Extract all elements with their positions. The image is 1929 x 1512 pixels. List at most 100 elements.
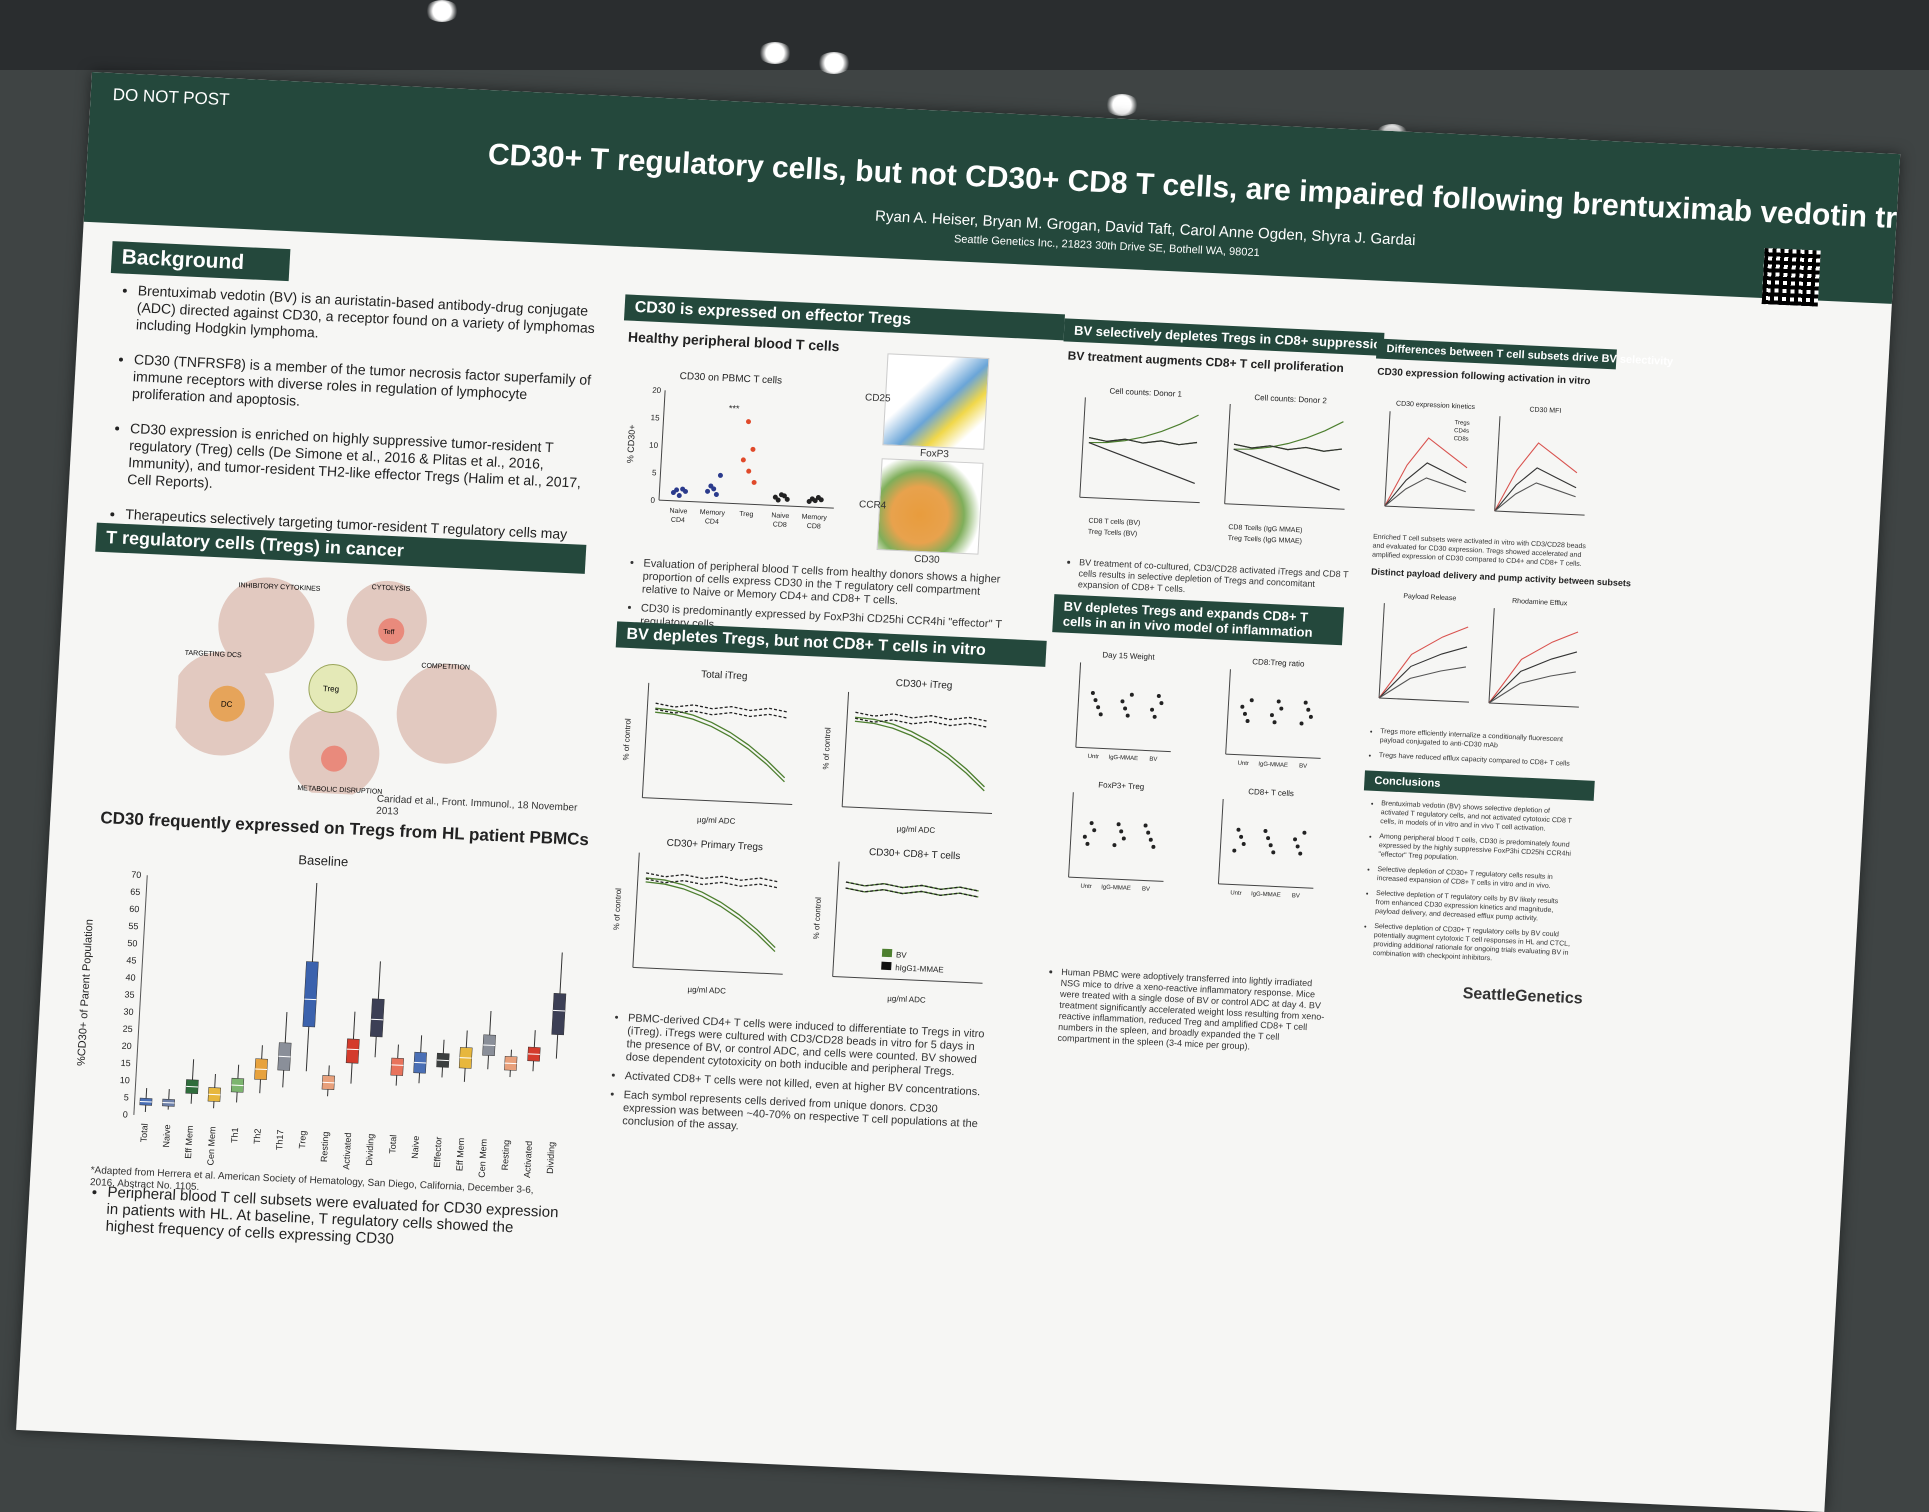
dot-plot-point bbox=[705, 488, 711, 494]
flow-plot-ccr4-cd30 bbox=[876, 458, 984, 555]
invivo-point bbox=[1112, 843, 1117, 848]
line-plot-xlabel: µg/ml ADC bbox=[887, 994, 926, 1005]
line-plot-axis bbox=[832, 861, 840, 977]
y-tick-label: 65 bbox=[130, 887, 141, 897]
invivo-point bbox=[1159, 701, 1164, 706]
invivo-point bbox=[1306, 707, 1311, 712]
invivo-plot-axis bbox=[1068, 792, 1074, 878]
payload-plot-title: Rhodamine Efflux bbox=[1512, 598, 1568, 608]
payload-plot-series bbox=[1378, 646, 1468, 699]
supp-plot-axis bbox=[1224, 403, 1231, 504]
conclusions-heading: Conclusions bbox=[1363, 770, 1595, 801]
y-tick-label: 0 bbox=[123, 1109, 129, 1119]
flow-label: FoxP3 bbox=[919, 447, 950, 461]
dot-plot-xtick: CD8 bbox=[773, 521, 787, 529]
box-median bbox=[186, 1085, 199, 1088]
x-tick-label: Dividing bbox=[545, 1142, 557, 1174]
invivo-point bbox=[1242, 711, 1247, 716]
diagram-label: Treg bbox=[323, 684, 340, 694]
box-median bbox=[162, 1101, 175, 1104]
ceiling bbox=[0, 0, 1929, 70]
suppression-line-plots: Cell counts: Donor 1 Cell counts: Donor 2… bbox=[1079, 386, 1345, 545]
payload-plot-series bbox=[1488, 671, 1576, 704]
x-tick-label: Cen Mem bbox=[205, 1126, 217, 1165]
flow-label: CD25 bbox=[864, 392, 891, 405]
payload-efflux-plots: Payload Release Rhodamine Efflux bbox=[1378, 593, 1579, 708]
line-plot-axis bbox=[832, 975, 983, 984]
payload-plot-series bbox=[1378, 626, 1469, 699]
invivo-plot-title: CD8:Treg ratio bbox=[1252, 657, 1305, 668]
dot-plot-point bbox=[812, 498, 818, 504]
invivo-xtick: BV bbox=[1292, 893, 1300, 899]
y-tick-label: 50 bbox=[127, 938, 138, 948]
background-bullet: CD30 (TNFRSF8) is a member of the tumor … bbox=[132, 351, 596, 423]
dot-plot-point bbox=[784, 496, 790, 502]
box-median bbox=[391, 1064, 404, 1066]
dot-plot-xtick: Naive bbox=[669, 508, 687, 516]
box-median bbox=[278, 1055, 291, 1058]
line-plot-series bbox=[646, 872, 779, 883]
y-tick-label: 60 bbox=[129, 904, 140, 914]
diagram-label: Teff bbox=[383, 629, 395, 636]
dot-plot-point bbox=[751, 479, 757, 485]
x-tick-label: Eff Mem bbox=[454, 1138, 466, 1172]
x-tick-label: Activated bbox=[341, 1132, 353, 1169]
invivo-point bbox=[1266, 836, 1271, 841]
dot-plot-xtick: Treg bbox=[739, 511, 754, 519]
diff-plot-series bbox=[1494, 442, 1578, 512]
tregs-cancer-diagram: INHIBITORY CYTOKINES CYTOLYSIS TARGETING… bbox=[172, 577, 497, 799]
invivo-xtick: IgG-MMAE bbox=[1251, 891, 1281, 898]
invivo-point bbox=[1129, 692, 1134, 697]
box-median bbox=[527, 1053, 540, 1055]
diagram-label: TARGETING DCS bbox=[185, 650, 243, 660]
seattle-genetics-logo: SeattleGenetics bbox=[1462, 985, 1584, 1008]
box-median bbox=[414, 1061, 427, 1064]
conclusion-bullet: Selective depletion of CD30+ T regulator… bbox=[1377, 865, 1575, 892]
invivo-plot-title: CD8+ T cells bbox=[1248, 787, 1294, 798]
flow-plot-cd25-foxp3 bbox=[882, 353, 990, 450]
box-median bbox=[255, 1068, 268, 1070]
dot-plot-point bbox=[717, 472, 723, 478]
suppression-bullet-text: BV treatment of co-cultured, CD3/CD28 ac… bbox=[1078, 557, 1352, 602]
diff-legend-label: Tregs bbox=[1454, 420, 1469, 427]
conclusion-bullet: Selective depletion of T regulatory cell… bbox=[1375, 889, 1573, 925]
invivo-point bbox=[1125, 713, 1130, 718]
hl-box-chart: Baseline %CD30+ of Parent Population 0 5 10 1… bbox=[76, 852, 567, 1186]
diff-plot-series bbox=[1494, 467, 1577, 512]
y-axis-line bbox=[133, 875, 148, 1115]
differences-bullet-2: Tregs more efficiently internalize a con… bbox=[1379, 727, 1582, 754]
ceiling-light bbox=[1105, 94, 1139, 116]
box-median bbox=[346, 1048, 359, 1051]
diff-plot-series bbox=[1494, 482, 1576, 512]
line-plot-series bbox=[645, 877, 776, 949]
qr-code-icon bbox=[1761, 248, 1821, 307]
invivo-scatter-plots: Day 15 Weight Untr IgG-MMAE BV CD8:Treg rati… bbox=[1068, 650, 1321, 900]
x-tick-label: Th17 bbox=[274, 1129, 285, 1150]
supp-legend-label: CD8 T cells (BV) bbox=[1088, 518, 1140, 527]
line-plot-series bbox=[655, 707, 786, 779]
box-median bbox=[459, 1057, 472, 1059]
invivo-point bbox=[1279, 706, 1284, 711]
line-plot-title: CD30+ Primary Tregs bbox=[666, 838, 763, 853]
box-median bbox=[371, 1018, 384, 1021]
line-plot-title: Total iTreg bbox=[701, 669, 748, 682]
line-plot-xlabel: µg/ml ADC bbox=[687, 985, 726, 996]
y-tick-label: 30 bbox=[123, 1006, 134, 1016]
payload-plot-series bbox=[1488, 651, 1578, 704]
ceiling-light bbox=[425, 0, 459, 22]
chart-title: Baseline bbox=[298, 852, 349, 869]
dot-plot-axis bbox=[658, 390, 666, 501]
line-plot-series bbox=[655, 711, 785, 783]
invivo-point bbox=[1143, 823, 1148, 828]
dot-plot-point bbox=[775, 497, 781, 503]
diagram-bubble bbox=[218, 577, 315, 674]
invivo-xtick: Untr bbox=[1237, 761, 1249, 768]
dc-cell-icon bbox=[208, 685, 245, 722]
diff-legend-label: CD4s bbox=[1454, 428, 1469, 435]
x-tick-label: Cen Mem bbox=[477, 1139, 489, 1178]
box-median bbox=[208, 1093, 221, 1096]
invivo-xtick: BV bbox=[1299, 763, 1307, 769]
invivo-point bbox=[1308, 714, 1313, 719]
invivo-xtick: BV bbox=[1149, 757, 1157, 763]
invivo-bullet-text: Human PBMC were adoptively transferred i… bbox=[1057, 967, 1333, 1056]
